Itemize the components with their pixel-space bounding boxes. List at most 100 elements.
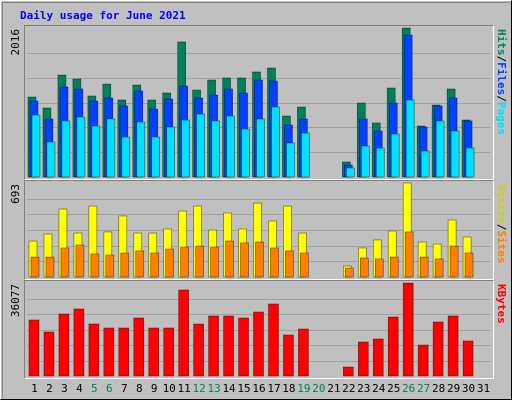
bar xyxy=(240,242,249,278)
x-tick-label: 17 xyxy=(267,382,280,395)
bar xyxy=(447,315,459,377)
x-tick-label: 11 xyxy=(178,382,191,395)
x-tick-label: 1 xyxy=(31,382,38,395)
legend: Visits/Sites xyxy=(495,184,508,264)
bar xyxy=(196,113,205,178)
bar xyxy=(180,246,189,278)
x-tick-label: 3 xyxy=(61,382,68,395)
bar xyxy=(464,252,474,278)
bar xyxy=(226,115,235,178)
bar xyxy=(90,253,100,278)
x-tick-label: 2 xyxy=(46,382,53,395)
plot-bevel xyxy=(24,180,494,280)
legend-separator: / xyxy=(495,95,508,102)
bar xyxy=(298,328,309,377)
bar xyxy=(256,118,265,178)
x-tick-label: 30 xyxy=(462,382,475,395)
bar xyxy=(435,120,445,178)
bar xyxy=(390,133,400,178)
bar xyxy=(211,120,220,178)
bar xyxy=(253,311,264,377)
bar xyxy=(45,256,55,278)
bar xyxy=(91,125,101,178)
plot-bevel xyxy=(24,25,494,180)
bar xyxy=(374,258,384,278)
bar xyxy=(195,245,204,278)
bar xyxy=(465,147,475,178)
bar xyxy=(120,252,130,278)
bar xyxy=(46,141,56,178)
bar xyxy=(346,167,355,178)
bar xyxy=(151,136,161,178)
bar xyxy=(404,231,414,278)
x-tick-label: 25 xyxy=(387,382,400,395)
bar xyxy=(148,327,160,377)
bar xyxy=(105,254,115,278)
x-tick-label: 4 xyxy=(76,382,83,395)
legend-entry: Pages xyxy=(495,102,508,135)
x-tick-label: 26 xyxy=(402,382,415,395)
bar xyxy=(58,313,70,377)
bar xyxy=(60,247,70,278)
bar xyxy=(372,338,384,377)
x-tick-label: 27 xyxy=(417,382,430,395)
legend-entry: Files xyxy=(495,62,508,95)
bar xyxy=(301,132,310,178)
x-tick-label: 23 xyxy=(357,382,370,395)
bar xyxy=(255,241,264,278)
bar xyxy=(118,327,130,377)
x-tick-label: 6 xyxy=(106,382,113,395)
bar xyxy=(150,252,160,278)
bar xyxy=(193,323,204,377)
x-tick-label: 12 xyxy=(193,382,206,395)
bar xyxy=(223,315,234,377)
bar xyxy=(75,244,85,278)
bar xyxy=(402,282,414,377)
bar xyxy=(300,252,309,278)
bar xyxy=(357,341,369,377)
bar xyxy=(225,240,234,278)
bar xyxy=(268,303,279,377)
bar xyxy=(88,323,100,377)
bar xyxy=(210,246,219,278)
bar xyxy=(181,119,190,178)
x-tick-label: 31 xyxy=(477,382,490,395)
bar xyxy=(271,106,280,178)
bar xyxy=(359,257,369,278)
bar xyxy=(61,120,71,178)
legend-entry: Visits xyxy=(495,184,508,224)
bar xyxy=(434,258,444,278)
x-tick-label: 10 xyxy=(163,382,176,395)
bar xyxy=(449,245,459,278)
bar xyxy=(432,321,444,377)
x-tick-label: 21 xyxy=(327,382,340,395)
legend-entry: Hits xyxy=(495,29,508,56)
bar xyxy=(241,128,250,178)
bar xyxy=(345,267,354,278)
x-tick-label: 7 xyxy=(121,382,128,395)
bar xyxy=(417,344,429,377)
x-tick-label: 5 xyxy=(91,382,98,395)
bar xyxy=(285,250,294,278)
bar xyxy=(375,147,385,178)
bar xyxy=(106,118,116,178)
bar xyxy=(387,316,399,377)
legend: KBytes xyxy=(495,284,508,324)
bar xyxy=(166,126,176,178)
x-tick-label: 16 xyxy=(252,382,265,395)
bar xyxy=(43,331,55,377)
bar xyxy=(389,256,399,278)
legend-separator: / xyxy=(495,224,508,231)
bar xyxy=(238,317,249,377)
bar xyxy=(30,256,40,278)
legend-entry: Sites xyxy=(495,230,508,263)
bar xyxy=(419,256,429,278)
bar xyxy=(420,150,430,178)
bar xyxy=(28,319,40,377)
bar xyxy=(73,308,85,377)
plot-bevel xyxy=(24,280,494,379)
bar xyxy=(270,247,279,278)
bar xyxy=(343,366,354,377)
bar xyxy=(136,121,146,178)
